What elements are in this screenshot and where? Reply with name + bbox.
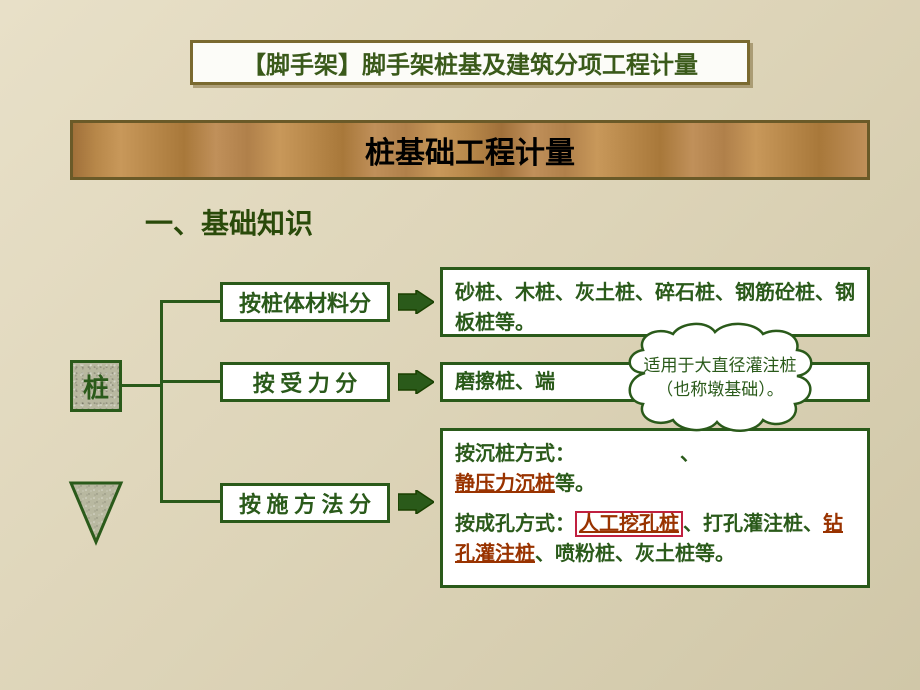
- root-node-label: 桩: [83, 368, 109, 405]
- branch-box-force: 按 受 力 分: [220, 362, 390, 402]
- content-box-3: 按沉桩方式： 锤 桩、 静压力沉桩等。 按成孔方式：人工挖孔桩、打孔灌注桩、钻孔…: [440, 428, 870, 588]
- arrow-1: [398, 290, 430, 314]
- branch-label-3: 按 施 方 法 分: [239, 487, 371, 519]
- content-2-text: 磨擦桩、端: [455, 367, 555, 397]
- root-hline: [122, 384, 160, 387]
- content-3-line1: 按沉桩方式： 锤 桩、 静压力沉桩等。: [455, 439, 855, 499]
- arrow-3: [398, 490, 430, 514]
- branch-box-method: 按 施 方 法 分: [220, 483, 390, 523]
- branch3-hline: [160, 500, 220, 503]
- cloud-text: 适用于大直径灌注桩（也称墩基础）。: [615, 318, 825, 438]
- top-title-bar: 【脚手架】脚手架桩基及建筑分项工程计量: [190, 40, 750, 85]
- c3-line1-prefix: 按沉桩方式：: [455, 443, 575, 465]
- cloud-text-span: 适用于大直径灌注桩（也称墩基础）。: [637, 354, 803, 402]
- branch1-hline: [160, 300, 220, 303]
- arrow-2: [398, 370, 430, 394]
- c3-u1: 静压力沉桩: [455, 473, 555, 495]
- c3-line2-prefix: 按成孔方式：: [455, 513, 575, 535]
- branch-label-2: 按 受 力 分: [253, 366, 358, 398]
- c3-l1-suffix: 等。: [555, 473, 595, 495]
- root-node-box: 桩: [70, 360, 122, 412]
- c3-mid: 、打孔灌注桩、: [683, 513, 823, 535]
- cloud-callout: 适用于大直径灌注桩（也称墩基础）。: [615, 318, 825, 438]
- section-header: 一、基础知识: [145, 202, 313, 242]
- subtitle-text: 桩基础工程计量: [365, 128, 575, 172]
- trunk-vline: [160, 300, 163, 502]
- c3-tail: 、喷粉桩、灰土桩等。: [535, 543, 735, 565]
- top-title-text: 【脚手架】脚手架桩基及建筑分项工程计量: [242, 45, 698, 80]
- subtitle-bar: 桩基础工程计量: [70, 120, 870, 180]
- content-3-line2: 按成孔方式：人工挖孔桩、打孔灌注桩、钻孔灌注桩、喷粉桩、灰土桩等。: [455, 509, 855, 569]
- branch-label-1: 按桩体材料分: [239, 286, 371, 318]
- section-header-text: 一、基础知识: [145, 209, 313, 240]
- branch2-hline: [160, 380, 220, 383]
- branch-box-material: 按桩体材料分: [220, 282, 390, 322]
- c3-boxed: 人工挖孔桩: [575, 511, 683, 537]
